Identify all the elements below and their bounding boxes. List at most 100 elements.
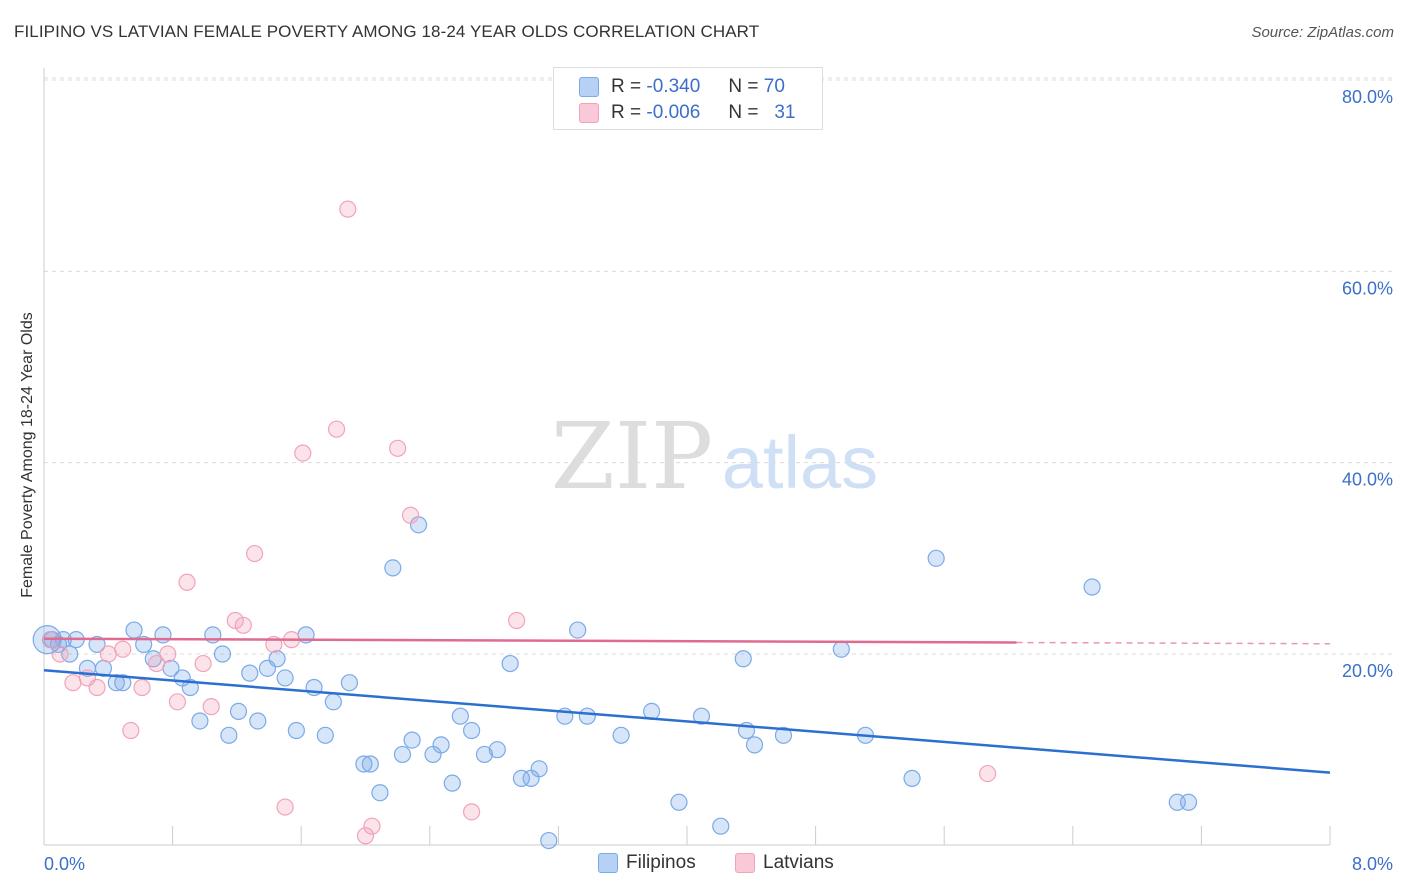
filipinos-point <box>1179 793 1198 811</box>
filipinos-point <box>61 645 79 663</box>
latvians-point <box>147 654 166 673</box>
filipinos-point <box>114 674 132 692</box>
latvians-point <box>245 544 264 563</box>
filipinos-point <box>220 726 238 744</box>
filipinos-point <box>355 755 373 773</box>
x-tick-label: 0.0% <box>44 854 85 874</box>
stats-row-latvians: R = -0.006 N = 31 <box>579 101 795 125</box>
latvians-point <box>226 611 244 630</box>
stats-n-label: N = <box>728 76 759 97</box>
legend-label: Latvians <box>763 852 834 873</box>
latvians-point <box>276 798 294 816</box>
filipinos-point <box>443 774 461 792</box>
latvians-point <box>122 721 140 740</box>
latvians-point <box>202 698 220 716</box>
filipinos-point <box>501 654 519 673</box>
filipinos-point <box>432 736 450 754</box>
filipinos-legend-swatch-icon <box>598 853 618 873</box>
latvians-trend-extension <box>1016 641 1331 645</box>
filipinos-swatch-icon <box>579 77 599 97</box>
filipinos-point <box>512 769 531 787</box>
filipinos-point <box>316 726 334 744</box>
latvians-point <box>508 611 526 630</box>
filipinos-point <box>712 817 730 835</box>
filipinos-point <box>249 712 267 730</box>
filipinos-point <box>393 745 412 764</box>
latvians-point <box>114 640 132 658</box>
filipinos-point <box>462 721 481 740</box>
stats-row-filipinos: R = -0.340 N = 70 <box>579 75 785 99</box>
filipinos-point <box>403 731 421 749</box>
bottom-legend: Filipinos Latvians <box>0 852 1406 876</box>
filipinos-point <box>488 741 506 759</box>
stats-n-value: 31 <box>774 102 796 123</box>
latvians-point <box>389 439 407 457</box>
filipinos-point <box>774 726 793 744</box>
latvians-point <box>159 645 177 663</box>
filipinos-point <box>324 693 342 711</box>
filipinos-point <box>612 726 630 744</box>
latvians-point <box>178 573 196 591</box>
latvians-point <box>979 764 997 783</box>
stats-r-value: -0.006 <box>646 102 701 123</box>
y-tick-label: 60.0% <box>1342 278 1393 298</box>
latvians-point <box>133 678 151 697</box>
filipinos-point <box>181 678 199 697</box>
chart-title: FILIPINO VS LATVIAN FEMALE POVERTY AMONG… <box>14 22 760 41</box>
filipinos-point <box>734 650 752 668</box>
stats-r-label: R = <box>611 76 642 97</box>
y-tick-label: 80.0% <box>1342 87 1393 107</box>
filipinos-point <box>451 707 469 725</box>
latvians-point <box>88 678 106 697</box>
latvians-swatch-icon <box>579 103 599 123</box>
stats-n-label: N = <box>728 102 759 123</box>
filipinos-point <box>384 559 402 577</box>
legend-item-latvians[interactable]: Latvians <box>735 852 834 874</box>
watermark-zip: ZIP <box>551 403 713 510</box>
latvians-point <box>327 420 346 438</box>
latvians-point <box>168 693 187 711</box>
stats-r-value: -0.340 <box>646 76 701 97</box>
filipinos-point <box>135 635 153 654</box>
y-tick-label: 20.0% <box>1342 661 1393 681</box>
filipinos-trend-line <box>43 669 1331 774</box>
filipinos-point <box>745 736 764 754</box>
filipinos-point <box>540 831 558 850</box>
filipinos-point <box>107 674 125 692</box>
stats-r-label: R = <box>611 102 642 123</box>
latvians-point <box>339 200 357 218</box>
filipinos-point <box>276 669 294 687</box>
latvians-trend-line <box>43 637 1017 644</box>
filipinos-point <box>191 712 209 730</box>
filipinos-point <box>371 784 389 802</box>
filipinos-point <box>268 650 286 668</box>
latvians-legend-swatch-icon <box>735 853 755 873</box>
y-tick-label: 40.0% <box>1342 470 1393 490</box>
filipinos-point <box>1083 578 1101 596</box>
filipinos-point <box>578 707 596 725</box>
filipinos-point <box>361 755 379 773</box>
filipinos-point <box>475 745 494 764</box>
filipinos-point <box>670 793 688 811</box>
latvians-point <box>99 645 117 663</box>
x-tick-label: 8.0% <box>1352 854 1393 874</box>
latvians-point <box>294 444 312 462</box>
legend-label: Filipinos <box>626 852 696 873</box>
filipinos-point <box>154 626 172 644</box>
filipinos-point <box>213 645 232 663</box>
filipinos-point <box>229 702 248 721</box>
source-label: Source: ZipAtlas.com <box>1251 24 1394 41</box>
latvians-point <box>234 616 252 634</box>
latvians-point <box>462 803 481 821</box>
filipinos-point <box>569 621 587 639</box>
latvians-point <box>401 506 420 524</box>
legend-item-filipinos[interactable]: Filipinos <box>598 852 696 874</box>
filipinos-point <box>88 635 106 654</box>
filipinos-point <box>125 621 143 639</box>
filipinos-point <box>287 721 305 740</box>
filipinos-point <box>832 640 850 658</box>
stats-legend: R = -0.340 N = 70 R = -0.006 N = 31 <box>553 67 823 130</box>
filipinos-point <box>241 664 259 682</box>
filipinos-point <box>692 707 711 725</box>
latvians-point <box>64 674 82 692</box>
